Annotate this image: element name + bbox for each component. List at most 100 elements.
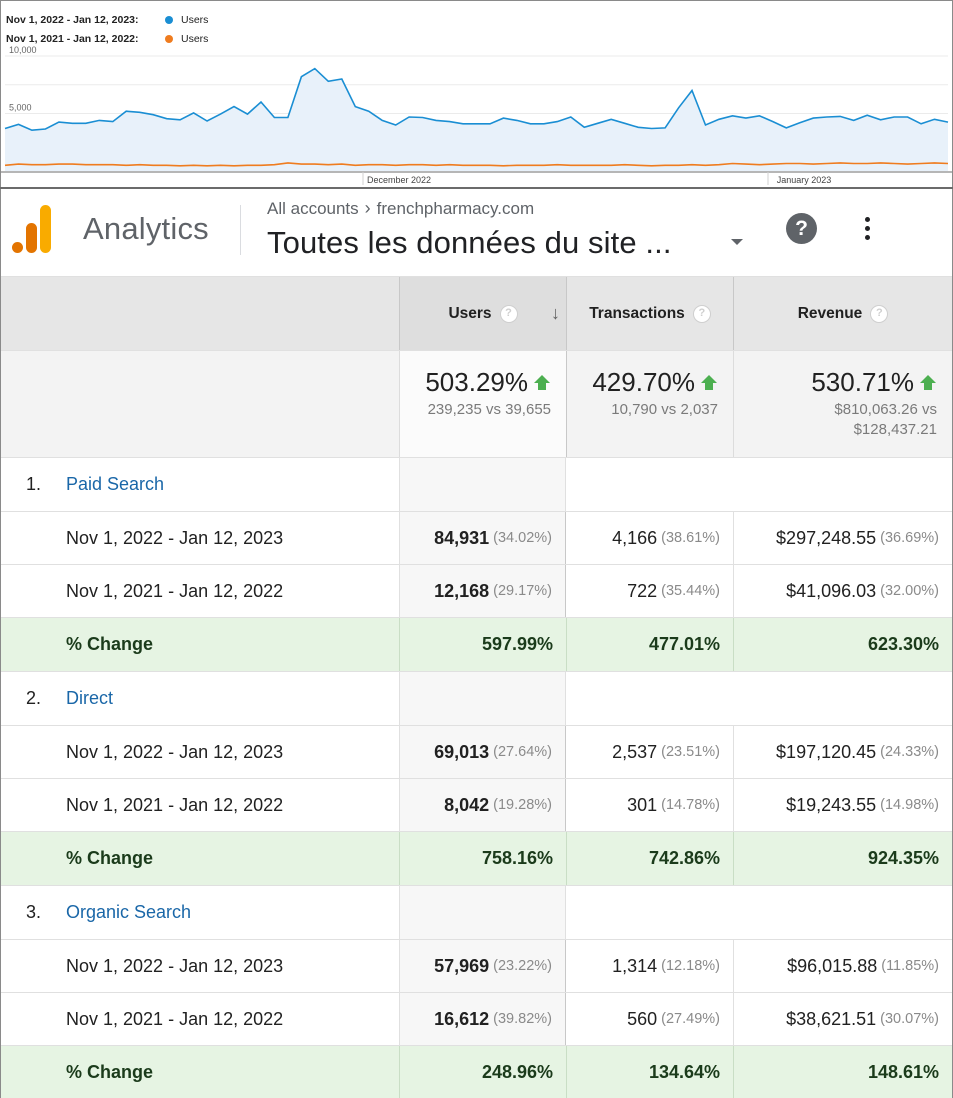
header-dimension-cell bbox=[1, 277, 399, 350]
table-row: Nov 1, 2022 - Jan 12, 2023 57,969 (23.22%… bbox=[1, 940, 952, 993]
transactions-value: 2,537 bbox=[612, 741, 658, 762]
transactions-cell: 560 (27.49%) bbox=[566, 993, 733, 1045]
view-selector[interactable]: Toutes les données du site ... bbox=[267, 225, 672, 260]
revenue-value: $197,120.45 bbox=[776, 741, 877, 762]
transactions-share: (27.49%) bbox=[661, 1011, 720, 1027]
legend-period-current: Nov 1, 2022 - Jan 12, 2023: bbox=[6, 13, 139, 26]
help-circle-icon[interactable]: ? bbox=[692, 304, 711, 323]
change-row: % Change 248.96% 134.64% 148.61% bbox=[1, 1046, 952, 1098]
transactions-share: (38.61%) bbox=[661, 530, 720, 546]
column-header-users[interactable]: Users ? ↓ bbox=[399, 277, 566, 350]
period-label: Nov 1, 2022 - Jan 12, 2023 bbox=[66, 527, 284, 548]
users-cell: 16,612 (39.82%) bbox=[399, 993, 566, 1045]
help-icon[interactable]: ? bbox=[786, 213, 817, 244]
users-cell: 12,168 (29.17%) bbox=[399, 565, 566, 617]
legend-series-current: Users bbox=[181, 13, 209, 26]
channel-link-paid-search[interactable]: Paid Search bbox=[66, 474, 165, 494]
channel-index: 3. bbox=[26, 902, 42, 922]
users-line-chart[interactable]: 10,000 5,000 December 2022 January 2023 Nov… bbox=[1, 1, 952, 187]
column-header-revenue-label[interactable]: Revenue bbox=[797, 304, 863, 322]
channel-empty-cell bbox=[733, 886, 952, 939]
table-row: Nov 1, 2022 - Jan 12, 2023 84,931 (34.02%… bbox=[1, 512, 952, 565]
users-cell: 8,042 (19.28%) bbox=[399, 779, 566, 831]
channel-empty-cell bbox=[399, 672, 566, 725]
table-row: Nov 1, 2021 - Jan 12, 2022 8,042 (19.28%)… bbox=[1, 779, 952, 832]
change-label: % Change bbox=[66, 848, 154, 868]
change-label: % Change bbox=[66, 1062, 154, 1082]
column-header-transactions[interactable]: Transactions ? bbox=[566, 277, 733, 350]
channel-empty-cell bbox=[566, 886, 733, 939]
users-share: (27.64%) bbox=[493, 744, 552, 760]
revenue-cell: $96,015.88 (11.85%) bbox=[733, 940, 952, 992]
section-divider bbox=[0, 187, 953, 189]
period-label: Nov 1, 2022 - Jan 12, 2023 bbox=[66, 741, 284, 762]
transactions-value: 1,314 bbox=[612, 955, 658, 976]
sort-down-arrow-icon[interactable]: ↓ bbox=[551, 303, 560, 323]
revenue-change: 623.30% bbox=[733, 618, 952, 671]
analytics-logo-icon[interactable] bbox=[12, 205, 54, 253]
column-header-revenue[interactable]: Revenue ? bbox=[733, 277, 952, 350]
channel-row-direct: 2. Direct bbox=[1, 672, 952, 726]
column-header-transactions-label[interactable]: Transactions bbox=[589, 304, 685, 322]
revenue-cell: $38,621.51 (30.07%) bbox=[733, 993, 952, 1045]
series-line-previous bbox=[4, 162, 949, 167]
channel-empty-cell bbox=[566, 458, 733, 511]
y-tick-label: 5,000 bbox=[9, 103, 32, 113]
users-value: 12,168 bbox=[434, 580, 490, 601]
period-label: Nov 1, 2021 - Jan 12, 2022 bbox=[66, 1008, 284, 1029]
x-tick-label: December 2022 bbox=[367, 175, 431, 185]
series-line-current bbox=[4, 67, 949, 132]
help-circle-icon[interactable]: ? bbox=[499, 304, 518, 323]
transactions-cell: 722 (35.44%) bbox=[566, 565, 733, 617]
users-value: 8,042 bbox=[444, 794, 490, 815]
users-cell: 84,931 (34.02%) bbox=[399, 512, 566, 564]
summary-users: 503.29% 239,235 vs 39,655 bbox=[399, 351, 566, 457]
table-header-row: Users ? ↓ Transactions ? Revenue ? bbox=[1, 277, 952, 351]
arrow-up-icon bbox=[700, 374, 718, 391]
chart-canvas: 10,000 5,000 December 2022 January 2023 bbox=[1, 45, 952, 185]
more-vert-icon[interactable] bbox=[859, 215, 875, 245]
legend-item-previous: Nov 1, 2021 - Jan 12, 2022: Users bbox=[6, 29, 208, 48]
summary-transactions-compare: 10,790 vs 2,037 bbox=[611, 401, 718, 418]
breadcrumb[interactable]: All accounts › frenchpharmacy.com bbox=[267, 198, 534, 219]
revenue-cell: $297,248.55 (36.69%) bbox=[733, 512, 952, 564]
channel-empty-cell bbox=[399, 886, 566, 939]
header-divider bbox=[240, 205, 241, 255]
dropdown-caret-icon[interactable] bbox=[731, 239, 743, 245]
period-label: Nov 1, 2021 - Jan 12, 2022 bbox=[66, 794, 284, 815]
transactions-share: (14.78%) bbox=[661, 797, 720, 813]
summary-revenue: 530.71% $810,063.26 vs $128,437.21 bbox=[733, 351, 952, 457]
channel-empty-cell bbox=[733, 672, 952, 725]
channel-link-direct[interactable]: Direct bbox=[66, 688, 114, 708]
period-label: Nov 1, 2021 - Jan 12, 2022 bbox=[66, 580, 284, 601]
transactions-share: (12.18%) bbox=[661, 958, 720, 974]
change-row: % Change 758.16% 742.86% 924.35% bbox=[1, 832, 952, 886]
users-share: (34.02%) bbox=[493, 530, 552, 546]
users-cell: 57,969 (23.22%) bbox=[399, 940, 566, 992]
table-row: Nov 1, 2021 - Jan 12, 2022 12,168 (29.17%… bbox=[1, 565, 952, 618]
channel-link-organic-search[interactable]: Organic Search bbox=[66, 902, 192, 922]
revenue-cell: $197,120.45 (24.33%) bbox=[733, 726, 952, 778]
breadcrumb-root[interactable]: All accounts bbox=[267, 198, 359, 218]
breadcrumb-property[interactable]: frenchpharmacy.com bbox=[376, 198, 535, 218]
transactions-value: 722 bbox=[627, 580, 658, 601]
revenue-value: $38,621.51 bbox=[786, 1008, 877, 1029]
revenue-value: $96,015.88 bbox=[787, 955, 878, 976]
users-value: 57,969 bbox=[434, 955, 490, 976]
revenue-value: $297,248.55 bbox=[776, 527, 877, 548]
help-circle-icon[interactable]: ? bbox=[870, 304, 889, 323]
users-share: (29.17%) bbox=[493, 583, 552, 599]
transactions-value: 4,166 bbox=[612, 527, 658, 548]
column-header-users-label[interactable]: Users bbox=[448, 304, 492, 322]
revenue-share: (30.07%) bbox=[880, 1011, 939, 1027]
channel-empty-cell bbox=[399, 458, 566, 511]
channel-empty-cell bbox=[733, 458, 952, 511]
transactions-share: (23.51%) bbox=[661, 744, 720, 760]
transactions-cell: 4,166 (38.61%) bbox=[566, 512, 733, 564]
summary-users-change: 503.29% bbox=[425, 367, 528, 397]
summary-row: 503.29% 239,235 vs 39,655 429.70% 10,790… bbox=[1, 351, 952, 458]
users-change: 758.16% bbox=[399, 832, 566, 885]
change-label: % Change bbox=[66, 634, 154, 654]
channel-empty-cell bbox=[566, 672, 733, 725]
users-change: 597.99% bbox=[399, 618, 566, 671]
